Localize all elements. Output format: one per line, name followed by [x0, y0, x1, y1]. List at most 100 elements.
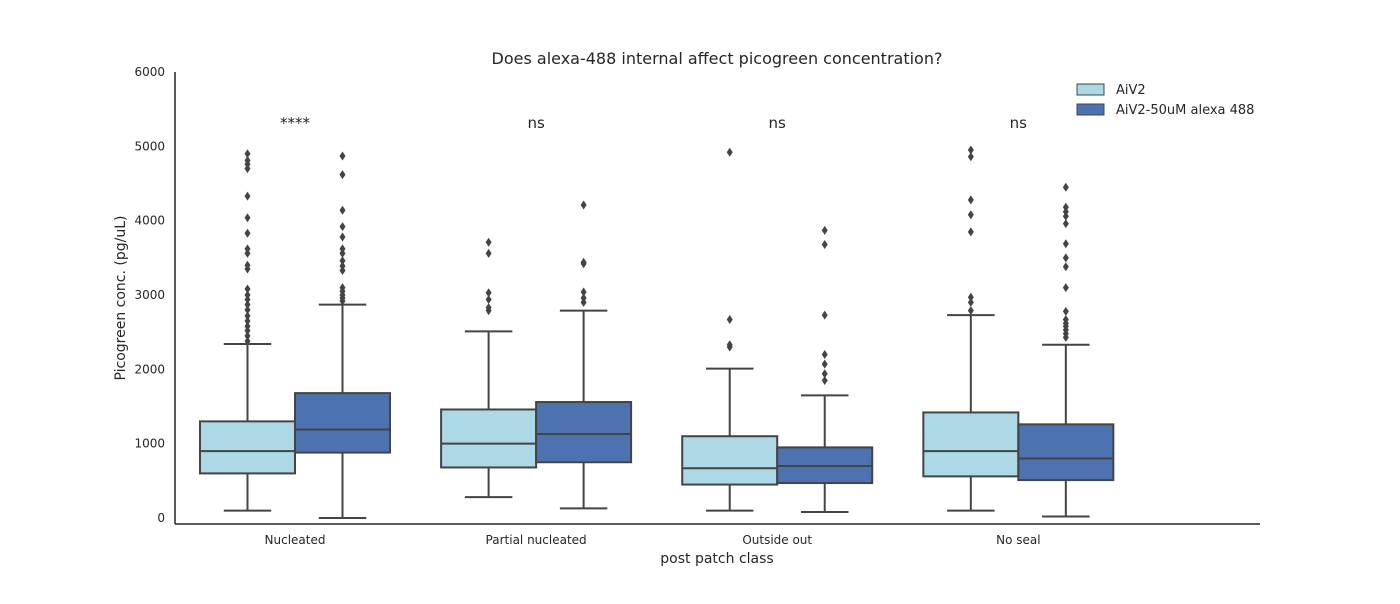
outlier-point: [339, 232, 346, 242]
y-axis: 0 1000 2000 3000 4000 5000 6000: [134, 65, 176, 525]
outlier-point: [244, 260, 251, 270]
outlier-point: [967, 210, 974, 220]
outlier-point: [726, 315, 733, 325]
outlier-point: [967, 306, 974, 316]
iqr-box: [199, 420, 296, 475]
significance-annotations: **** ns ns ns: [280, 114, 1027, 132]
iqr-box: [1017, 423, 1115, 482]
iqr-box: [294, 392, 391, 454]
outlier-point: [485, 248, 492, 258]
outlier-point: [1062, 239, 1069, 249]
outlier-point: [821, 375, 828, 385]
outlier-point: [821, 225, 828, 235]
outlier-point: [339, 170, 346, 180]
outlier-point: [726, 340, 733, 350]
x-axis-label: post patch class: [660, 551, 773, 567]
iqr-box: [440, 408, 538, 469]
outlier-point: [485, 288, 492, 298]
outlier-point: [244, 244, 251, 254]
outlier-point: [1062, 182, 1069, 192]
iqr-box: [681, 435, 779, 486]
x-axis: Nucleated Partial nucleated Outside out No …: [175, 523, 1260, 547]
outlier-point: [244, 191, 251, 201]
legend-label: AiV2: [1116, 83, 1146, 98]
y-tick-label: 0: [157, 511, 165, 525]
box-alexa488-3: [1017, 182, 1115, 518]
outlier-point: [339, 261, 346, 271]
x-tick-label: Outside out: [742, 533, 812, 547]
significance-label: ****: [280, 114, 311, 132]
outlier-point: [821, 239, 828, 249]
y-tick-label: 3000: [134, 288, 165, 302]
y-tick-label: 6000: [134, 65, 165, 79]
legend-swatch: [1076, 103, 1105, 116]
outlier-point: [339, 205, 346, 215]
iqr-box: [535, 401, 633, 464]
outlier-point: [967, 152, 974, 162]
outlier-point: [244, 321, 251, 331]
outlier-point: [339, 256, 346, 266]
outlier-point: [244, 290, 251, 300]
outlier-point: [580, 200, 587, 210]
box-aiv2-1: [440, 237, 538, 499]
box-aiv2-0: [199, 149, 296, 512]
outlier-point: [726, 147, 733, 157]
y-axis-label: Picogreen conc. (pg/uL): [113, 216, 129, 381]
chart-title: Does alexa-488 internal affect picogreen…: [492, 49, 943, 68]
outlier-point: [967, 297, 974, 307]
box-alexa488-2: [776, 225, 874, 514]
outlier-point: [244, 305, 251, 315]
box-alexa488-0: [294, 151, 391, 519]
outlier-point: [580, 287, 587, 297]
outlier-point: [244, 331, 251, 341]
outlier-point: [244, 316, 251, 326]
box-group: [199, 145, 1115, 519]
outlier-point: [821, 369, 828, 379]
outlier-point: [1062, 219, 1069, 229]
outlier-point: [580, 293, 587, 303]
x-tick-label: Nucleated: [265, 533, 326, 547]
outlier-point: [339, 283, 346, 293]
outlier-point: [339, 244, 346, 254]
iqr-box: [922, 411, 1020, 478]
outlier-point: [1062, 315, 1069, 325]
outlier-point: [580, 257, 587, 267]
legend: AiV2 AiV2-50uM alexa 488: [1076, 83, 1254, 118]
box-aiv2-2: [681, 147, 779, 512]
outlier-point: [244, 228, 251, 238]
outlier-point: [339, 151, 346, 161]
y-tick-label: 2000: [134, 362, 165, 376]
outlier-point: [244, 336, 251, 346]
outlier-point: [1062, 202, 1069, 212]
outlier-point: [1062, 283, 1069, 293]
significance-label: ns: [1010, 114, 1028, 132]
outlier-point: [967, 195, 974, 205]
outlier-point: [339, 222, 346, 232]
outlier-point: [1062, 306, 1069, 316]
significance-label: ns: [527, 114, 545, 132]
significance-label: ns: [769, 114, 787, 132]
outlier-point: [485, 237, 492, 247]
y-tick-label: 1000: [134, 437, 165, 451]
outlier-point: [244, 284, 251, 294]
outlier-point: [1062, 253, 1069, 263]
box-alexa488-1: [535, 200, 633, 510]
outlier-point: [821, 359, 828, 369]
outlier-point: [244, 149, 251, 159]
outlier-point: [1062, 262, 1069, 272]
outlier-point: [244, 155, 251, 165]
outlier-point: [244, 300, 251, 310]
x-tick-label: No seal: [996, 533, 1040, 547]
outlier-point: [485, 303, 492, 313]
outlier-point: [485, 294, 492, 304]
legend-label: AiV2-50uM alexa 488: [1116, 103, 1254, 118]
outlier-point: [967, 292, 974, 302]
x-tick-label: Partial nucleated: [486, 533, 587, 547]
y-tick-label: 4000: [134, 214, 165, 228]
outlier-point: [821, 310, 828, 320]
outlier-point: [244, 213, 251, 223]
box-aiv2-3: [922, 145, 1020, 512]
legend-swatch: [1076, 83, 1105, 96]
